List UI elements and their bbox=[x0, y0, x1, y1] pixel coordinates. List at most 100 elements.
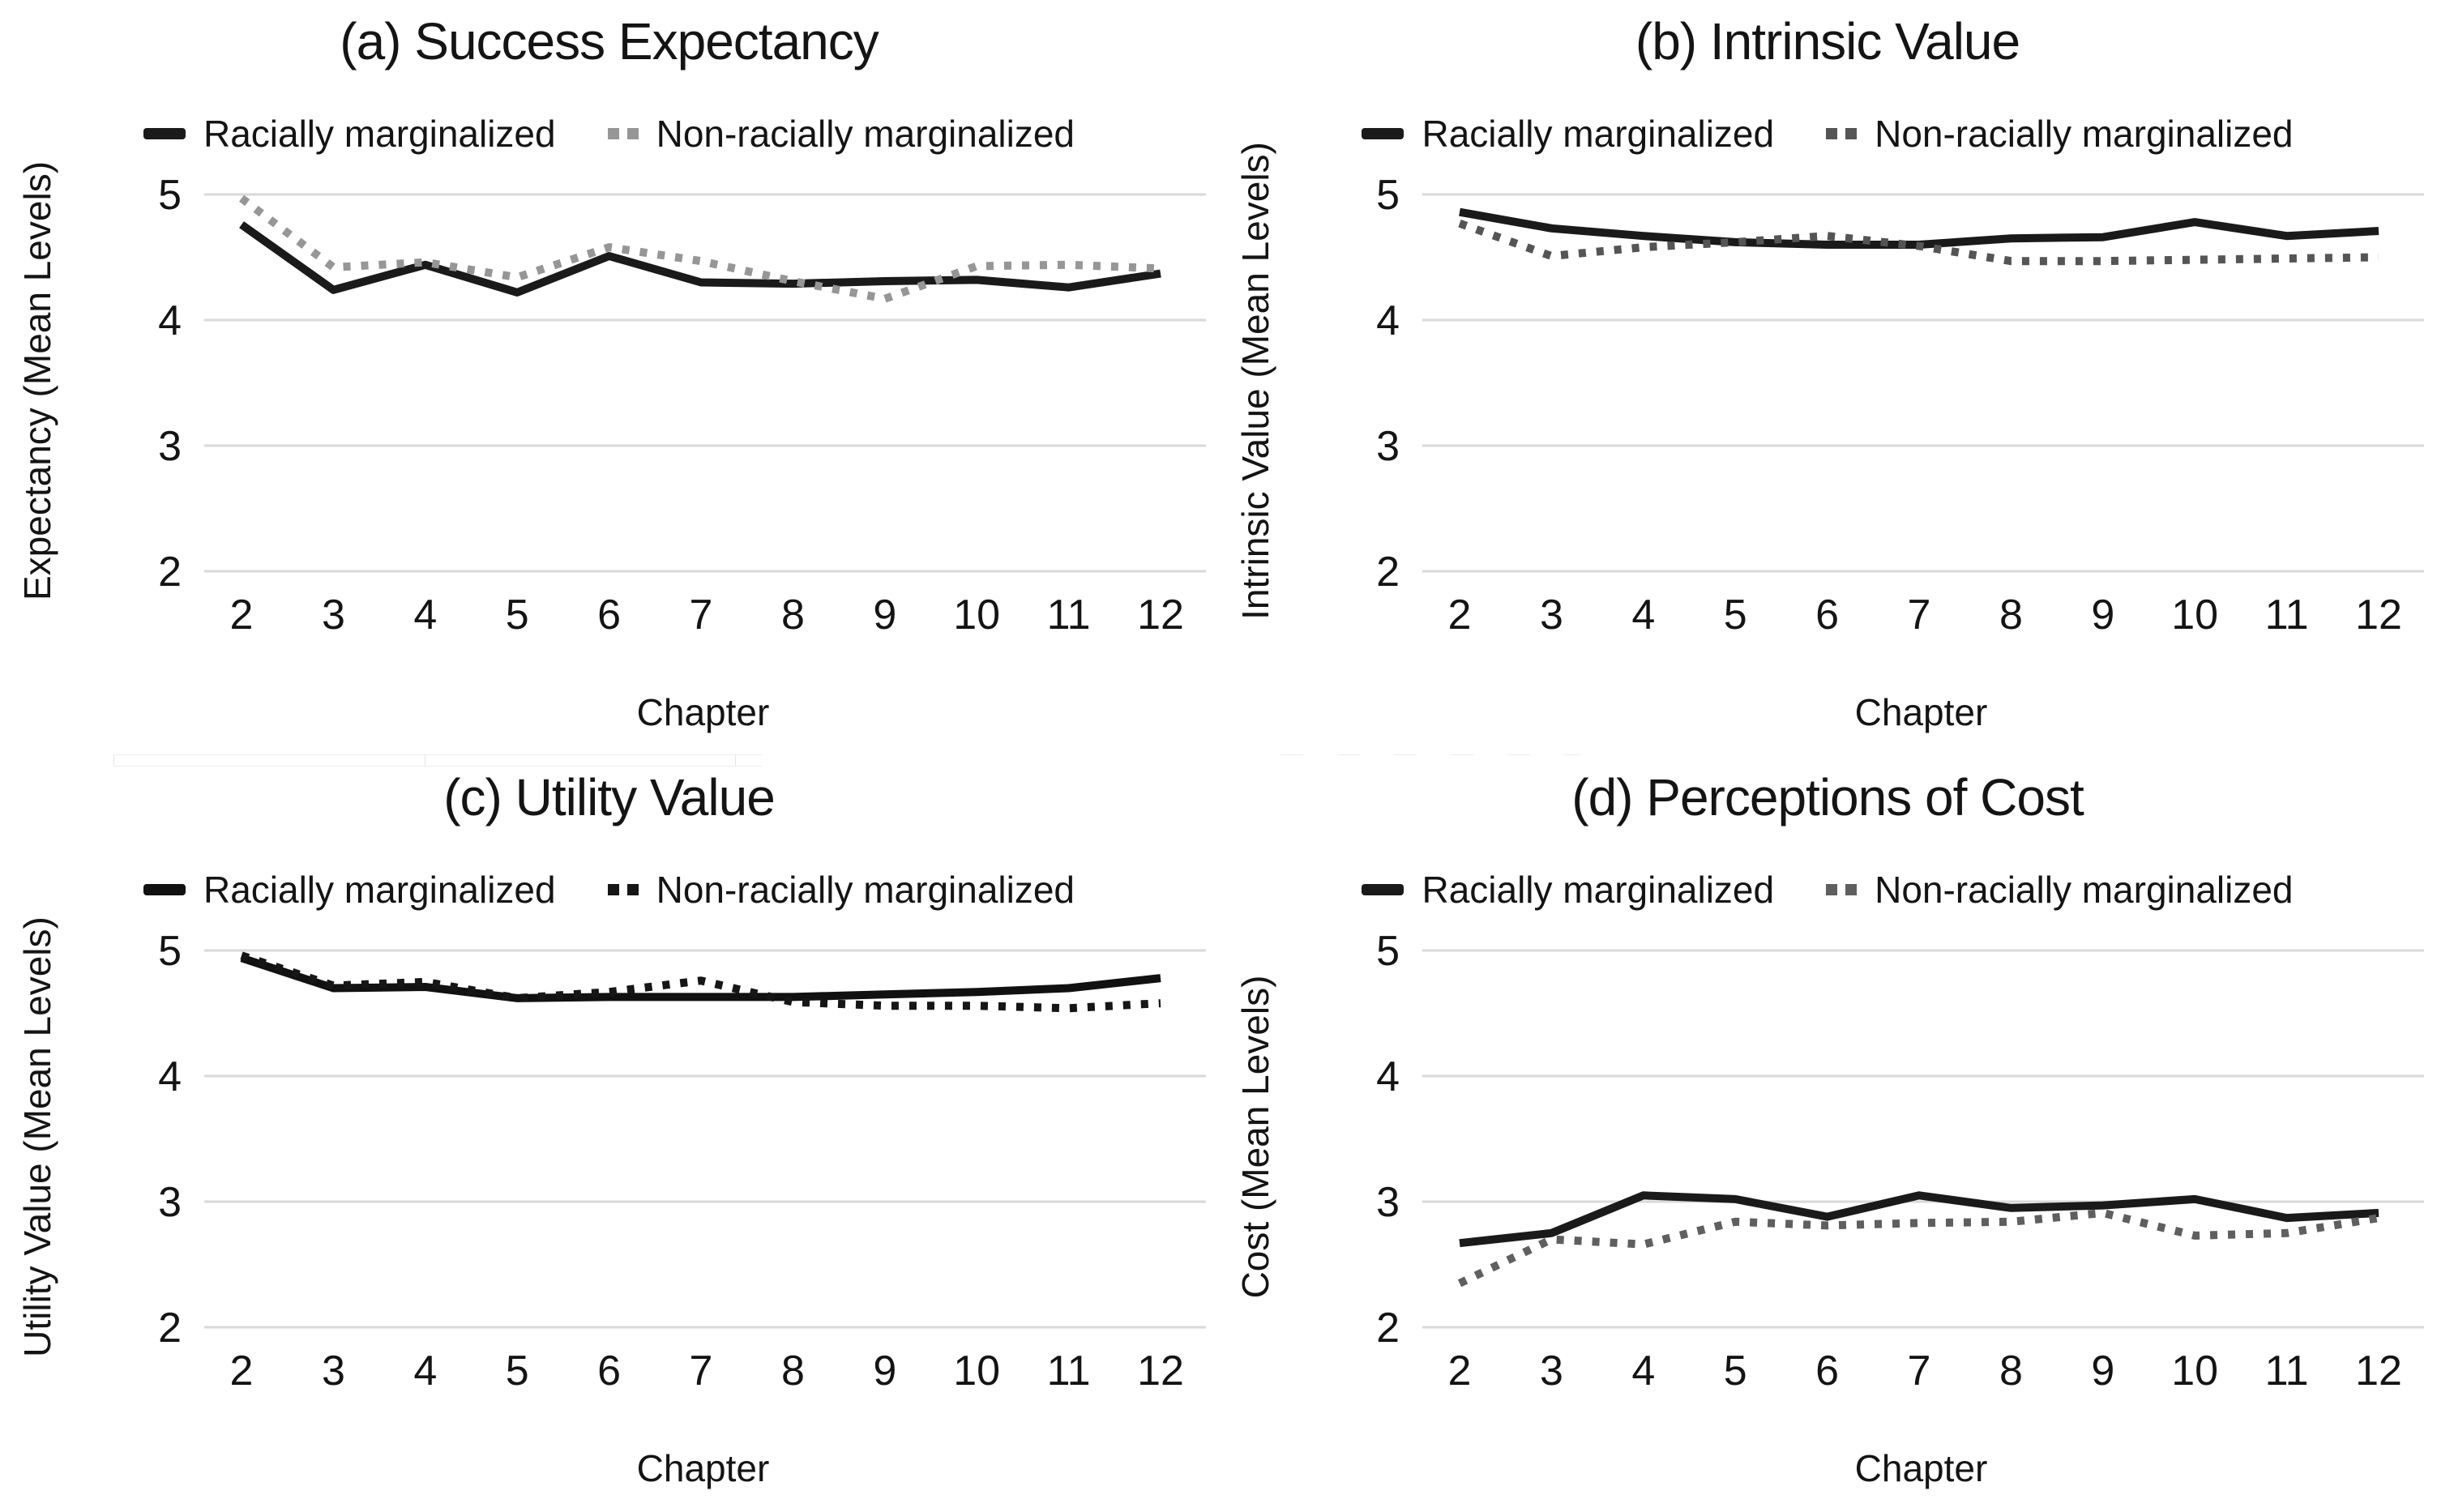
y-tick-label: 3 bbox=[1376, 1179, 1400, 1226]
x-tick-label: 10 bbox=[953, 1348, 1000, 1395]
x-tick-label: 10 bbox=[953, 592, 1000, 639]
legend-item-non-racially-marginalized: Non-racially marginalized bbox=[1826, 112, 2294, 156]
y-tick-label: 5 bbox=[1376, 172, 1400, 219]
y-tick-label: 3 bbox=[158, 423, 182, 470]
y-tick-label: 3 bbox=[158, 1179, 182, 1226]
legend-label: Racially marginalized bbox=[1422, 869, 1775, 911]
x-tick-label: 7 bbox=[1908, 592, 1931, 639]
legend: Racially marginalized Non-racially margi… bbox=[0, 868, 1218, 912]
x-tick-label: 8 bbox=[781, 592, 805, 639]
x-tick-label: 6 bbox=[597, 592, 621, 639]
y-tick-label: 3 bbox=[1376, 423, 1400, 470]
legend: Racially marginalized Non-racially margi… bbox=[0, 112, 1218, 156]
legend-label: Racially marginalized bbox=[1422, 113, 1775, 155]
x-tick-label: 3 bbox=[1540, 592, 1563, 639]
x-axis-title: Chapter bbox=[1854, 691, 1988, 733]
series-line-dotted bbox=[240, 951, 1161, 1013]
x-tick-label: 11 bbox=[1047, 1348, 1091, 1395]
x-tick-label: 9 bbox=[2091, 592, 2114, 639]
x-tick-label: 10 bbox=[2171, 592, 2218, 639]
y-tick-label: 4 bbox=[1376, 1053, 1400, 1100]
series-line-dotted bbox=[238, 194, 1161, 303]
chart-panel-b: (b) Intrinsic Value Racially marginalize… bbox=[1218, 0, 2437, 756]
dotted-line-swatch-icon bbox=[1826, 128, 1858, 139]
solid-line-swatch-icon bbox=[1362, 128, 1404, 139]
x-tick-label: 8 bbox=[1999, 1348, 2023, 1395]
artifact-tick bbox=[735, 755, 736, 766]
x-tick-label: 6 bbox=[1815, 592, 1839, 639]
series-line-solid bbox=[1459, 207, 2379, 249]
x-tick-label: 2 bbox=[230, 1348, 254, 1395]
chart-title: (a) Success Expectancy bbox=[340, 12, 879, 70]
spreadsheet-artifact-band bbox=[113, 754, 762, 767]
x-tick-label: 8 bbox=[1999, 592, 2023, 639]
x-tick-label: 3 bbox=[1540, 1348, 1563, 1395]
x-axis-title: Chapter bbox=[636, 691, 770, 733]
chart-title: (d) Perceptions of Cost bbox=[1571, 768, 2084, 826]
x-tick-label: 10 bbox=[2171, 1348, 2218, 1395]
x-axis-title: Chapter bbox=[1854, 1447, 1988, 1489]
x-tick-label: 9 bbox=[873, 592, 896, 639]
legend-label: Non-racially marginalized bbox=[656, 869, 1075, 911]
chart-panel-d: (d) Perceptions of Cost Racially margina… bbox=[1218, 756, 2437, 1512]
x-tick-label: 5 bbox=[506, 592, 529, 639]
y-tick-label: 4 bbox=[1376, 297, 1400, 344]
x-tick-label: 3 bbox=[322, 1348, 345, 1395]
plot-area: 5 4 3 2 2 3 4 5 6 7 8 9 10 11 12 bbox=[158, 928, 1206, 1395]
dotted-line-swatch-icon bbox=[607, 884, 639, 895]
series-line-dotted bbox=[1458, 219, 2379, 266]
x-tick-label: 5 bbox=[1724, 592, 1747, 639]
x-tick-label: 2 bbox=[230, 592, 254, 639]
legend-item-racially-marginalized: Racially marginalized bbox=[143, 112, 556, 156]
x-tick-label: 4 bbox=[1631, 592, 1655, 639]
solid-line-swatch-icon bbox=[143, 884, 186, 895]
x-tick-label: 11 bbox=[2265, 592, 2309, 639]
dotted-line-swatch-icon bbox=[1826, 884, 1858, 895]
x-tick-label: 2 bbox=[1448, 592, 1472, 639]
x-tick-label: 4 bbox=[413, 1348, 437, 1395]
y-tick-label: 2 bbox=[158, 1305, 182, 1352]
y-tick-label: 4 bbox=[158, 1053, 182, 1100]
legend-item-racially-marginalized: Racially marginalized bbox=[1362, 112, 1774, 156]
x-axis-title: Chapter bbox=[636, 1447, 770, 1489]
y-tick-label: 2 bbox=[1376, 549, 1400, 596]
solid-line-swatch-icon bbox=[1362, 884, 1404, 895]
x-tick-label: 11 bbox=[1047, 592, 1091, 639]
x-tick-label: 12 bbox=[2355, 1348, 2402, 1395]
y-tick-label: 2 bbox=[158, 549, 182, 596]
series-line-dotted bbox=[1457, 1208, 2379, 1288]
chart-title: (b) Intrinsic Value bbox=[1635, 12, 2020, 70]
legend: Racially marginalized Non-racially margi… bbox=[1218, 112, 2437, 156]
series-line-solid bbox=[240, 954, 1161, 1002]
series-line-solid bbox=[1459, 1191, 2379, 1248]
x-tick-label: 8 bbox=[781, 1348, 805, 1395]
chart-title: (c) Utility Value bbox=[443, 768, 776, 826]
y-tick-label: 4 bbox=[158, 297, 182, 344]
plot-area: 5 4 3 2 2 3 4 5 6 7 8 9 10 11 12 bbox=[1376, 172, 2424, 639]
y-tick-label: 5 bbox=[158, 928, 182, 975]
x-tick-label: 3 bbox=[322, 592, 345, 639]
legend-item-non-racially-marginalized: Non-racially marginalized bbox=[607, 112, 1075, 156]
legend-item-racially-marginalized: Racially marginalized bbox=[1362, 868, 1774, 912]
x-tick-label: 9 bbox=[873, 1348, 896, 1395]
legend-item-non-racially-marginalized: Non-racially marginalized bbox=[607, 868, 1075, 912]
plot-area: 5 4 3 2 2 3 4 5 6 7 8 9 10 11 12 bbox=[1376, 928, 2424, 1395]
artifact-tick bbox=[113, 755, 114, 766]
legend-label: Non-racially marginalized bbox=[1875, 869, 2294, 911]
x-tick-label: 7 bbox=[690, 592, 713, 639]
legend-label: Racially marginalized bbox=[203, 869, 556, 911]
legend-item-non-racially-marginalized: Non-racially marginalized bbox=[1826, 868, 2294, 912]
x-tick-label: 4 bbox=[1631, 1348, 1655, 1395]
chart-panel-c: (c) Utility Value Racially marginalized … bbox=[0, 756, 1218, 1512]
x-tick-label: 4 bbox=[413, 592, 437, 639]
x-tick-label: 6 bbox=[597, 1348, 621, 1395]
legend: Racially marginalized Non-racially margi… bbox=[1218, 868, 2437, 912]
plot-area: 5 4 3 2 2 3 4 5 6 7 8 9 10 11 12 bbox=[158, 172, 1206, 639]
legend-item-racially-marginalized: Racially marginalized bbox=[143, 868, 556, 912]
x-tick-label: 5 bbox=[1724, 1348, 1747, 1395]
x-tick-label: 5 bbox=[506, 1348, 529, 1395]
legend-label: Non-racially marginalized bbox=[656, 113, 1075, 155]
legend-label: Racially marginalized bbox=[203, 113, 556, 155]
solid-line-swatch-icon bbox=[143, 128, 186, 139]
